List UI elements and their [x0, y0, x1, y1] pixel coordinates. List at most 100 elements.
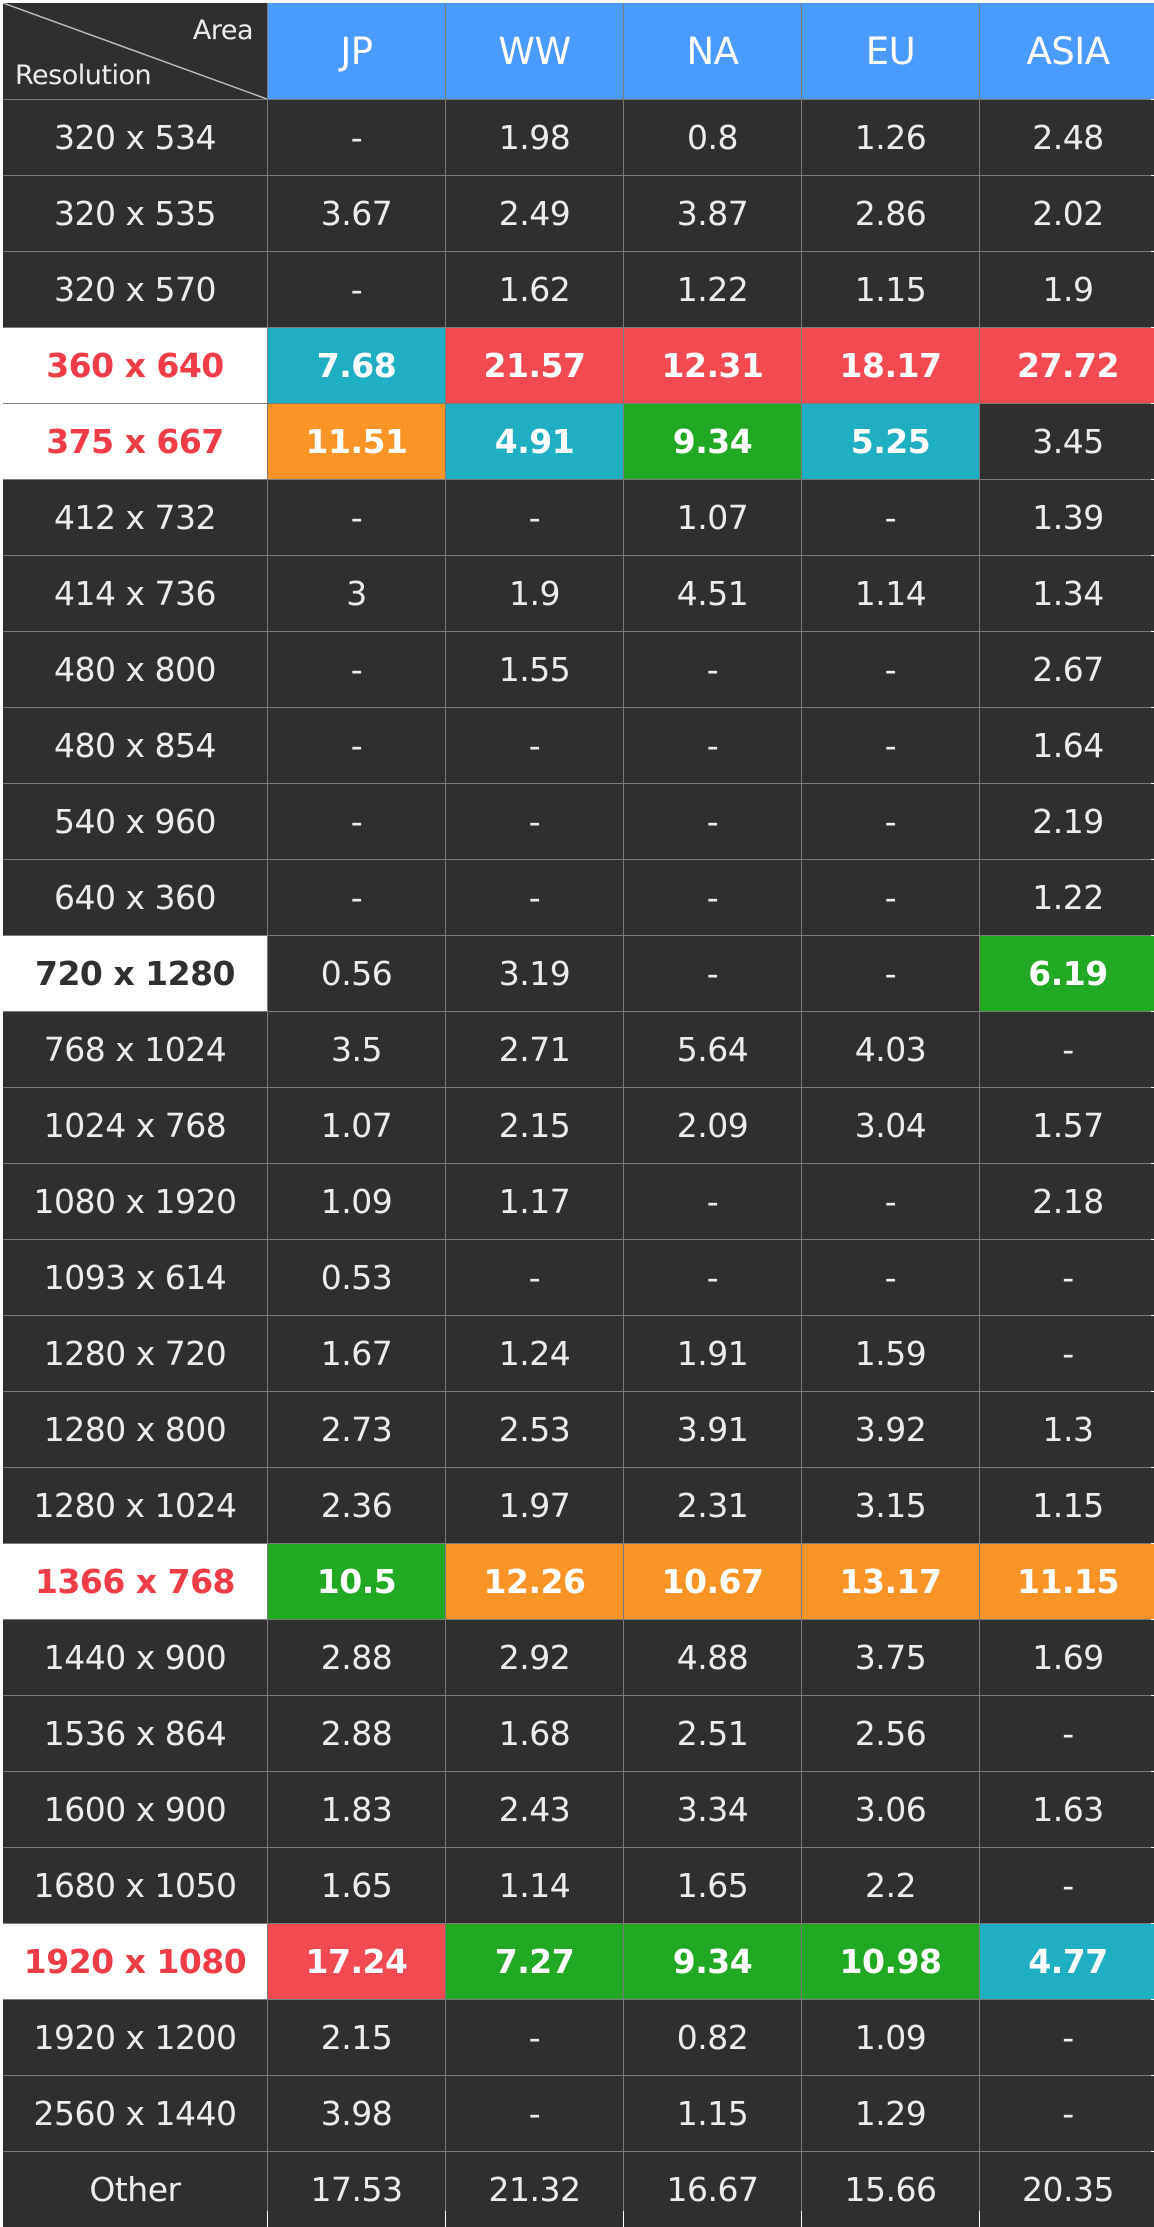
value-cell-asia: 2.18: [980, 1164, 1154, 1239]
value-cell-asia: 1.3: [980, 1392, 1154, 1467]
row-label: 1440 x 900: [3, 1620, 267, 1695]
row-label: 1366 x 768: [3, 1544, 267, 1619]
value-cell-asia: -: [980, 1240, 1154, 1315]
value-cell-ww: 1.68: [446, 1696, 623, 1771]
value-cell-ww: 1.55: [446, 632, 623, 707]
value-cell-ww: 1.14: [446, 1848, 623, 1923]
value-cell-eu: 3.15: [802, 1468, 979, 1543]
value-cell-jp: 0.53: [268, 1240, 445, 1315]
value-cell-asia: 1.63: [980, 1772, 1154, 1847]
value-cell-asia: 1.57: [980, 1088, 1154, 1163]
row-label: 1920 x 1080: [3, 1924, 267, 1999]
column-header-jp: JP: [268, 3, 445, 99]
value-cell-asia: 4.77: [980, 1924, 1154, 1999]
value-cell-jp: 3.98: [268, 2076, 445, 2151]
value-cell-asia: 1.64: [980, 708, 1154, 783]
row-label: 320 x 534: [3, 100, 267, 175]
row-label: 1024 x 768: [3, 1088, 267, 1163]
value-cell-na: 1.65: [624, 1848, 801, 1923]
value-cell-eu: -: [802, 1240, 979, 1315]
value-cell-asia: 3.45: [980, 404, 1154, 479]
value-cell-na: 0.82: [624, 2000, 801, 2075]
value-cell-asia: 27.72: [980, 328, 1154, 403]
value-cell-asia: 1.69: [980, 1620, 1154, 1695]
value-cell-jp: 2.88: [268, 1620, 445, 1695]
value-cell-jp: -: [268, 708, 445, 783]
value-cell-jp: 1.09: [268, 1164, 445, 1239]
value-cell-jp: -: [268, 632, 445, 707]
value-cell-eu: -: [802, 860, 979, 935]
value-cell-eu: -: [802, 784, 979, 859]
value-cell-jp: 2.73: [268, 1392, 445, 1467]
value-cell-eu: 5.25: [802, 404, 979, 479]
row-label: 2560 x 1440: [3, 2076, 267, 2151]
value-cell-jp: 1.83: [268, 1772, 445, 1847]
value-cell-asia: -: [980, 1012, 1154, 1087]
value-cell-eu: 1.15: [802, 252, 979, 327]
row-label: 412 x 732: [3, 480, 267, 555]
value-cell-ww: 1.98: [446, 100, 623, 175]
row-label: 375 x 667: [3, 404, 267, 479]
corner-area-label: Area: [192, 15, 254, 46]
value-cell-eu: -: [802, 632, 979, 707]
row-label: 720 x 1280: [3, 936, 267, 1011]
row-label: 480 x 854: [3, 708, 267, 783]
value-cell-ww: 1.9: [446, 556, 623, 631]
value-cell-eu: -: [802, 936, 979, 1011]
value-cell-na: 4.88: [624, 1620, 801, 1695]
value-cell-na: 3.34: [624, 1772, 801, 1847]
value-cell-na: 4.51: [624, 556, 801, 631]
value-cell-jp: 3.5: [268, 1012, 445, 1087]
value-cell-na: 1.91: [624, 1316, 801, 1391]
value-cell-jp: 17.53: [268, 2152, 445, 2227]
value-cell-na: 2.31: [624, 1468, 801, 1543]
value-cell-ww: 3.19: [446, 936, 623, 1011]
row-label: 1600 x 900: [3, 1772, 267, 1847]
row-label: 360 x 640: [3, 328, 267, 403]
value-cell-asia: 1.22: [980, 860, 1154, 935]
row-label: 1093 x 614: [3, 1240, 267, 1315]
value-cell-ww: 4.91: [446, 404, 623, 479]
value-cell-jp: -: [268, 252, 445, 327]
row-label: 1280 x 1024: [3, 1468, 267, 1543]
value-cell-asia: 2.48: [980, 100, 1154, 175]
column-header-ww: WW: [446, 3, 623, 99]
value-cell-eu: 10.98: [802, 1924, 979, 1999]
value-cell-na: 9.34: [624, 404, 801, 479]
value-cell-na: -: [624, 1240, 801, 1315]
value-cell-ww: 2.49: [446, 176, 623, 251]
value-cell-na: 0.8: [624, 100, 801, 175]
value-cell-jp: 3.67: [268, 176, 445, 251]
value-cell-ww: -: [446, 480, 623, 555]
value-cell-ww: 1.62: [446, 252, 623, 327]
value-cell-eu: 3.92: [802, 1392, 979, 1467]
value-cell-jp: 2.36: [268, 1468, 445, 1543]
value-cell-eu: 1.09: [802, 2000, 979, 2075]
corner-diagonal-line: [3, 3, 267, 99]
row-label: 414 x 736: [3, 556, 267, 631]
value-cell-eu: 2.86: [802, 176, 979, 251]
value-cell-na: 9.34: [624, 1924, 801, 1999]
value-cell-jp: 7.68: [268, 328, 445, 403]
value-cell-asia: 6.19: [980, 936, 1154, 1011]
value-cell-eu: 3.04: [802, 1088, 979, 1163]
value-cell-asia: 2.02: [980, 176, 1154, 251]
value-cell-eu: 3.06: [802, 1772, 979, 1847]
value-cell-eu: 3.75: [802, 1620, 979, 1695]
value-cell-asia: -: [980, 1848, 1154, 1923]
value-cell-na: 1.07: [624, 480, 801, 555]
value-cell-jp: 0.56: [268, 936, 445, 1011]
row-label: 1280 x 720: [3, 1316, 267, 1391]
value-cell-asia: -: [980, 2076, 1154, 2151]
corner-header: Area Resolution: [3, 3, 267, 99]
value-cell-na: 12.31: [624, 328, 801, 403]
value-cell-jp: 2.88: [268, 1696, 445, 1771]
value-cell-na: 16.67: [624, 2152, 801, 2227]
row-label: 1280 x 800: [3, 1392, 267, 1467]
value-cell-na: 1.22: [624, 252, 801, 327]
value-cell-jp: 3: [268, 556, 445, 631]
value-cell-ww: -: [446, 860, 623, 935]
value-cell-eu: 2.56: [802, 1696, 979, 1771]
value-cell-eu: -: [802, 1164, 979, 1239]
value-cell-ww: 1.24: [446, 1316, 623, 1391]
